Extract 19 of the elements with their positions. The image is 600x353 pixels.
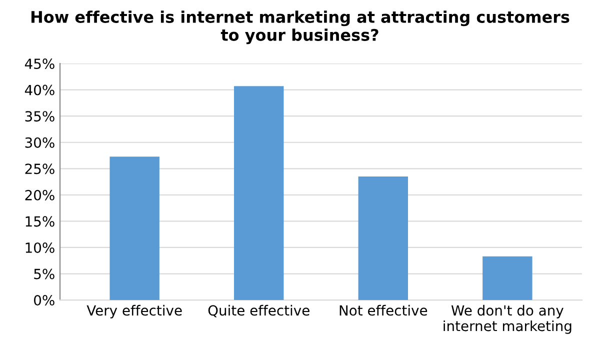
chart-title: How effective is internet marketing at attracting customers to your business?	[31, 10, 570, 44]
bar	[358, 176, 408, 300]
y-tick-label: 30%	[25, 137, 54, 148]
x-tick-label: Not effective	[340, 304, 428, 316]
x-tick-label: Very effective	[86, 304, 182, 318]
y-tick-label: 15%	[26, 216, 54, 227]
y-tick-label: 40%	[24, 84, 54, 96]
y-tick-label: 10%	[26, 242, 54, 253]
y-tick-label: 5%	[34, 268, 54, 280]
y-tick-label: 25%	[25, 164, 54, 174]
y-tick-label: 0%	[34, 295, 54, 306]
x-tick-label: Quite effective	[208, 304, 310, 318]
x-tick-label: We don't do any internet marketing	[444, 304, 572, 334]
bar	[234, 86, 284, 300]
y-tick-label: 35%	[25, 111, 54, 122]
y-tick-label: 45%	[24, 58, 54, 70]
bar	[482, 256, 532, 300]
bar	[110, 156, 160, 300]
y-tick-label: 20%	[25, 190, 54, 200]
